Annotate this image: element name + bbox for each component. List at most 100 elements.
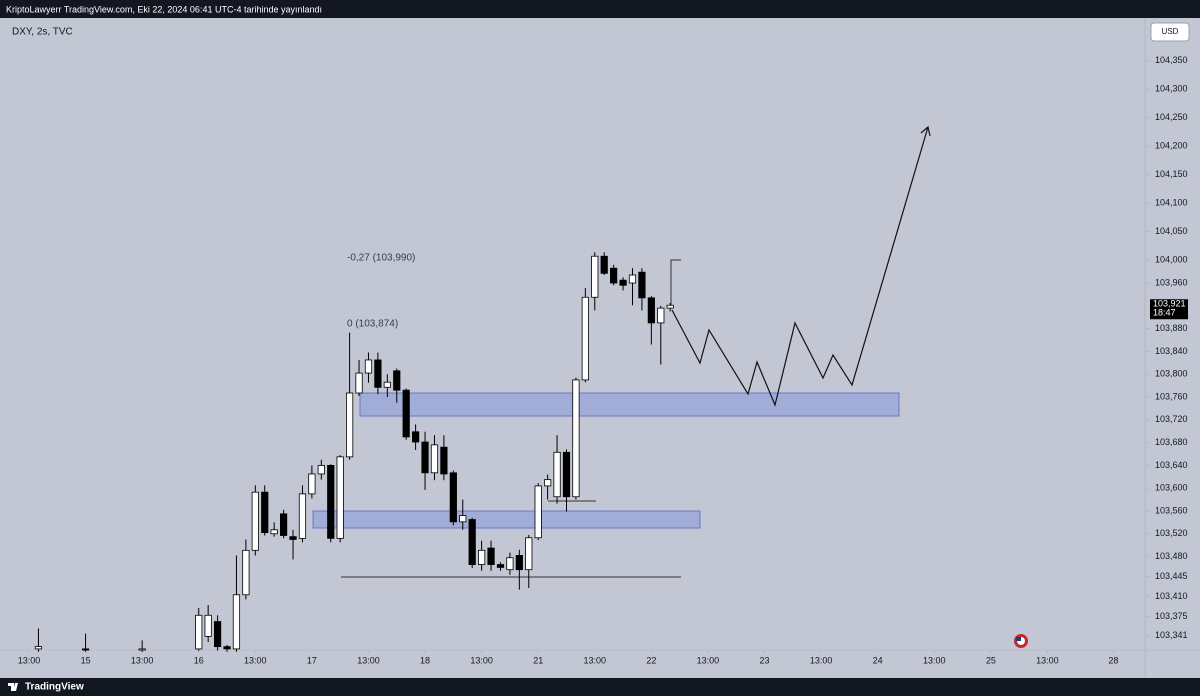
symbol-title: DXY, 2s, TVC — [12, 27, 73, 38]
candle-body — [591, 255, 599, 298]
x-tick-label: 13:00 — [697, 655, 720, 665]
candle-body — [430, 444, 439, 474]
zone — [359, 392, 900, 417]
y-tick-label: 103,520 — [1155, 528, 1188, 538]
candle-body — [619, 279, 627, 286]
candle-body — [195, 614, 203, 650]
y-tick-label: 103,800 — [1155, 369, 1188, 379]
footer-brand[interactable]: TradingView — [25, 682, 84, 693]
header-text: KriptoLawyerr TradingView.com, Eki 22, 2… — [6, 4, 322, 14]
x-tick-label: 13:00 — [810, 655, 833, 665]
y-tick-label: 103,880 — [1155, 323, 1188, 333]
plot-background — [0, 18, 1200, 678]
y-tick-label: 104,350 — [1155, 55, 1188, 65]
logo — [8, 683, 18, 691]
y-tick-label: 103,960 — [1155, 277, 1188, 287]
candle-body — [600, 255, 608, 274]
annotation: -0,27 (103,990) — [347, 253, 415, 264]
candle-body — [374, 359, 382, 388]
candle-body — [289, 536, 297, 540]
arrow-head — [920, 125, 931, 137]
candle-body — [449, 472, 457, 523]
candle-body — [138, 648, 146, 651]
candle-body — [317, 464, 325, 475]
y-tick-label: 103,480 — [1155, 551, 1188, 561]
x-tick-label: 25 — [986, 655, 996, 665]
y-tick-label: 104,300 — [1155, 84, 1188, 94]
candle-body — [279, 513, 288, 536]
candle-body — [666, 304, 674, 309]
candle-body — [298, 493, 307, 539]
x-tick-label: 24 — [873, 655, 883, 665]
candle-body — [242, 549, 250, 596]
candle-body — [34, 646, 43, 650]
x-tick-label: 13:00 — [357, 655, 380, 665]
y-tick-label: 103,445 — [1155, 571, 1188, 581]
x-tick-label: 13:00 — [18, 655, 41, 665]
candle-body — [487, 547, 495, 565]
x-tick-label: 22 — [646, 655, 656, 665]
header-bar — [0, 0, 1200, 18]
footer-bar — [0, 678, 1200, 696]
x-tick-label: 16 — [194, 655, 204, 665]
currency-button[interactable] — [1150, 22, 1190, 42]
price-tag — [1150, 299, 1188, 320]
candle-body — [412, 431, 420, 443]
price-tag-label: 103,921 — [1153, 299, 1186, 309]
x-tick-label: 13:00 — [584, 655, 607, 665]
candle-body — [478, 549, 486, 565]
candle-body — [327, 464, 335, 539]
candle-body — [213, 621, 222, 648]
candle-body — [336, 456, 344, 539]
candle-body — [204, 614, 212, 637]
y-tick-label: 103,640 — [1155, 460, 1188, 470]
candle-body — [581, 296, 589, 381]
x-tick-label: 13:00 — [1036, 655, 1059, 665]
candle-body — [534, 485, 542, 539]
y-tick-label: 103,680 — [1155, 437, 1188, 447]
x-tick-label: 13:00 — [923, 655, 946, 665]
candle-body — [421, 441, 429, 474]
candle-body — [459, 515, 467, 523]
y-tick-label: 104,150 — [1155, 169, 1188, 179]
y-tick-label: 103,410 — [1155, 591, 1188, 601]
zone — [312, 510, 701, 529]
candle-body — [270, 529, 278, 535]
candle-body — [364, 359, 373, 374]
x-tick-label: 13:00 — [470, 655, 493, 665]
y-tick-label: 103,840 — [1155, 346, 1188, 356]
candle-body — [393, 370, 401, 391]
y-tick-label: 104,250 — [1155, 112, 1188, 122]
candle-body — [468, 519, 476, 565]
candle-body — [496, 564, 505, 568]
y-tick-label: 104,050 — [1155, 226, 1188, 236]
candle-body — [647, 297, 655, 324]
candle-body — [223, 646, 231, 650]
x-tick-label: 21 — [533, 655, 543, 665]
candle-body — [308, 473, 316, 495]
y-tick-label: 104,200 — [1155, 141, 1188, 151]
candle-body — [355, 372, 363, 394]
x-tick-label: 23 — [760, 655, 770, 665]
x-tick-label: 15 — [81, 655, 91, 665]
candle-body — [402, 389, 410, 438]
candle-body — [562, 451, 571, 498]
candle-body — [81, 648, 90, 651]
candle-body — [251, 491, 259, 551]
x-tick-label: 17 — [307, 655, 317, 665]
y-tick-label: 103,560 — [1155, 505, 1188, 515]
fib-bracket — [670, 259, 681, 305]
candle-body — [440, 446, 448, 475]
x-tick-label: 13:00 — [131, 655, 154, 665]
projection-path — [671, 126, 929, 407]
y-tick-label: 103,375 — [1155, 611, 1188, 621]
candle-body — [657, 307, 665, 324]
candle-body — [261, 491, 269, 534]
annotation: 0 (103,874) — [347, 319, 398, 330]
candle-body — [515, 555, 523, 571]
candle-body — [572, 379, 580, 498]
candle-body — [346, 392, 354, 458]
candle-body — [638, 271, 646, 299]
